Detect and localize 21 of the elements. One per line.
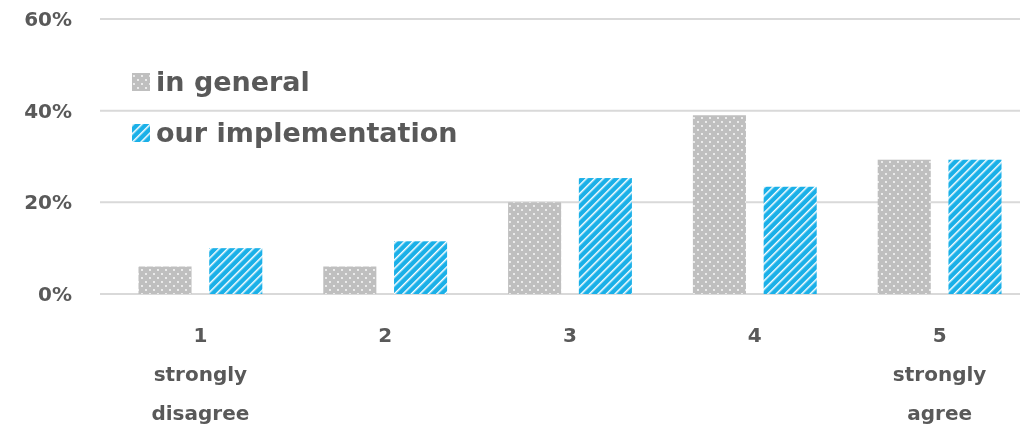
y-tick-label: 0% (38, 282, 72, 306)
bar (138, 266, 192, 294)
bar (209, 248, 263, 294)
bar (877, 159, 931, 294)
bar (578, 178, 632, 294)
x-tick-label: 1 strongly disagree (151, 323, 250, 425)
bar (394, 241, 448, 294)
y-tick-label: 20% (24, 190, 72, 215)
x-tick-label: 4 (747, 323, 762, 347)
bar (692, 115, 746, 294)
bar (508, 202, 562, 294)
legend-label: our implementation (156, 117, 458, 149)
y-tick-label: 40% (24, 98, 72, 123)
bar (323, 266, 377, 294)
x-tick-label: 5 strongly agree (892, 323, 987, 425)
x-tick-label: 2 (378, 323, 393, 347)
bar (948, 159, 1002, 294)
bar (763, 186, 817, 294)
y-tick-label: 60% (24, 7, 72, 31)
legend-label: in general (156, 66, 310, 98)
x-tick-label: 3 (563, 323, 577, 347)
